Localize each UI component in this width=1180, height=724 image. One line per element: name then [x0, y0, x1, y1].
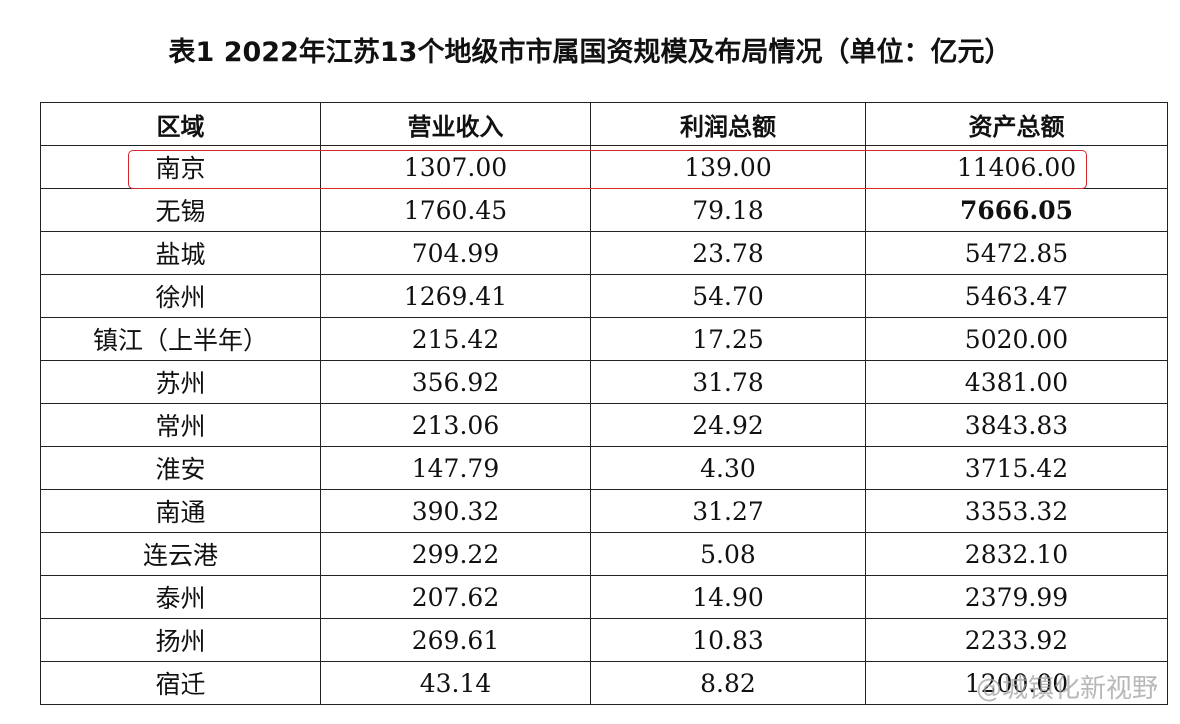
header-cell: 区域: [40, 102, 321, 146]
table-cell: 无锡: [40, 188, 321, 232]
table-cell: 连云港: [40, 532, 321, 576]
table-cell: 31.27: [590, 489, 866, 533]
table-cell: 4381.00: [865, 360, 1168, 404]
table-cell: 139.00: [590, 145, 866, 189]
table-cell: 5020.00: [865, 317, 1168, 361]
table-row: 无锡 1760.45 79.18 7666.05: [40, 188, 1168, 232]
table-cell: 南通: [40, 489, 321, 533]
table-cell: 1307.00: [320, 145, 591, 189]
table-cell: 1269.41: [320, 274, 591, 318]
table-cell: 215.42: [320, 317, 591, 361]
table-cell: 207.62: [320, 575, 591, 619]
table-cell: 宿迁: [40, 661, 321, 705]
table-row: 泰州 207.62 14.90 2379.99: [40, 575, 1168, 619]
table-row: 盐城 704.99 23.78 5472.85: [40, 231, 1168, 275]
table-cell: 79.18: [590, 188, 866, 232]
table-cell: 镇江（上半年）: [40, 317, 321, 361]
table-cell: 3843.83: [865, 403, 1168, 447]
table-row: 南通 390.32 31.27 3353.32: [40, 489, 1168, 533]
table-cell: 盐城: [40, 231, 321, 275]
table-cell: 淮安: [40, 446, 321, 490]
table-cell: 2233.92: [865, 618, 1168, 662]
table-cell: 4.30: [590, 446, 866, 490]
table-title: 表1 2022年江苏13个地级市市属国资规模及布局情况（单位：亿元）: [168, 37, 1012, 68]
table-row: 苏州 356.92 31.78 4381.00: [40, 360, 1168, 404]
table-row: 淮安 147.79 4.30 3715.42: [40, 446, 1168, 490]
table-cell: 常州: [40, 403, 321, 447]
table-cell: 3715.42: [865, 446, 1168, 490]
table-cell: 7666.05: [865, 188, 1168, 232]
table-row: 徐州 1269.41 54.70 5463.47: [40, 274, 1168, 318]
header-row: 区域 营业收入 利润总额 资产总额: [40, 102, 1168, 146]
highlight-box: [128, 150, 1087, 189]
table-row: 常州 213.06 24.92 3843.83: [40, 403, 1168, 447]
table-cell: 8.82: [590, 661, 866, 705]
data-table: 区域 营业收入 利润总额 资产总额 南京 1307.00 139.00 11406.00 无锡…: [40, 102, 1168, 705]
table-cell: 徐州: [40, 274, 321, 318]
table-row: 宿迁 43.14 8.82 1200.00: [40, 661, 1168, 705]
table-row: 连云港 299.22 5.08 2832.10: [40, 532, 1168, 576]
header-cell: 营业收入: [320, 102, 591, 146]
table-cell: 54.70: [590, 274, 866, 318]
table-cell: 704.99: [320, 231, 591, 275]
table-cell: 5463.47: [865, 274, 1168, 318]
table-cell: 269.61: [320, 618, 591, 662]
table-cell: 南京: [40, 145, 321, 189]
table-cell: 3353.32: [865, 489, 1168, 533]
table-cell: 147.79: [320, 446, 591, 490]
header-cell: 利润总额: [590, 102, 866, 146]
table-cell: 14.90: [590, 575, 866, 619]
table-cell: 5472.85: [865, 231, 1168, 275]
table-cell: 43.14: [320, 661, 591, 705]
table-cell: 2379.99: [865, 575, 1168, 619]
watermark: @城镇化新视野: [975, 674, 1158, 704]
table-cell: 213.06: [320, 403, 591, 447]
table-cell: 31.78: [590, 360, 866, 404]
table-cell: 2832.10: [865, 532, 1168, 576]
table-cell: 17.25: [590, 317, 866, 361]
table-cell: 苏州: [40, 360, 321, 404]
table-cell: 24.92: [590, 403, 866, 447]
table-cell: 390.32: [320, 489, 591, 533]
table-cell: 5.08: [590, 532, 866, 576]
table-cell: 扬州: [40, 618, 321, 662]
table-cell: 23.78: [590, 231, 866, 275]
table-body: 南京 1307.00 139.00 11406.00 无锡 1760.45 79.18 766…: [40, 145, 1168, 705]
table-cell: 1760.45: [320, 188, 591, 232]
table-cell: 10.83: [590, 618, 866, 662]
table-cell: 299.22: [320, 532, 591, 576]
header-cell: 资产总额: [865, 102, 1168, 146]
table-cell: 泰州: [40, 575, 321, 619]
table-cell: 1200.00: [865, 661, 1168, 705]
table-row: 镇江（上半年） 215.42 17.25 5020.00: [40, 317, 1168, 361]
table-cell: 356.92: [320, 360, 591, 404]
table-row: 扬州 269.61 10.83 2233.92: [40, 618, 1168, 662]
